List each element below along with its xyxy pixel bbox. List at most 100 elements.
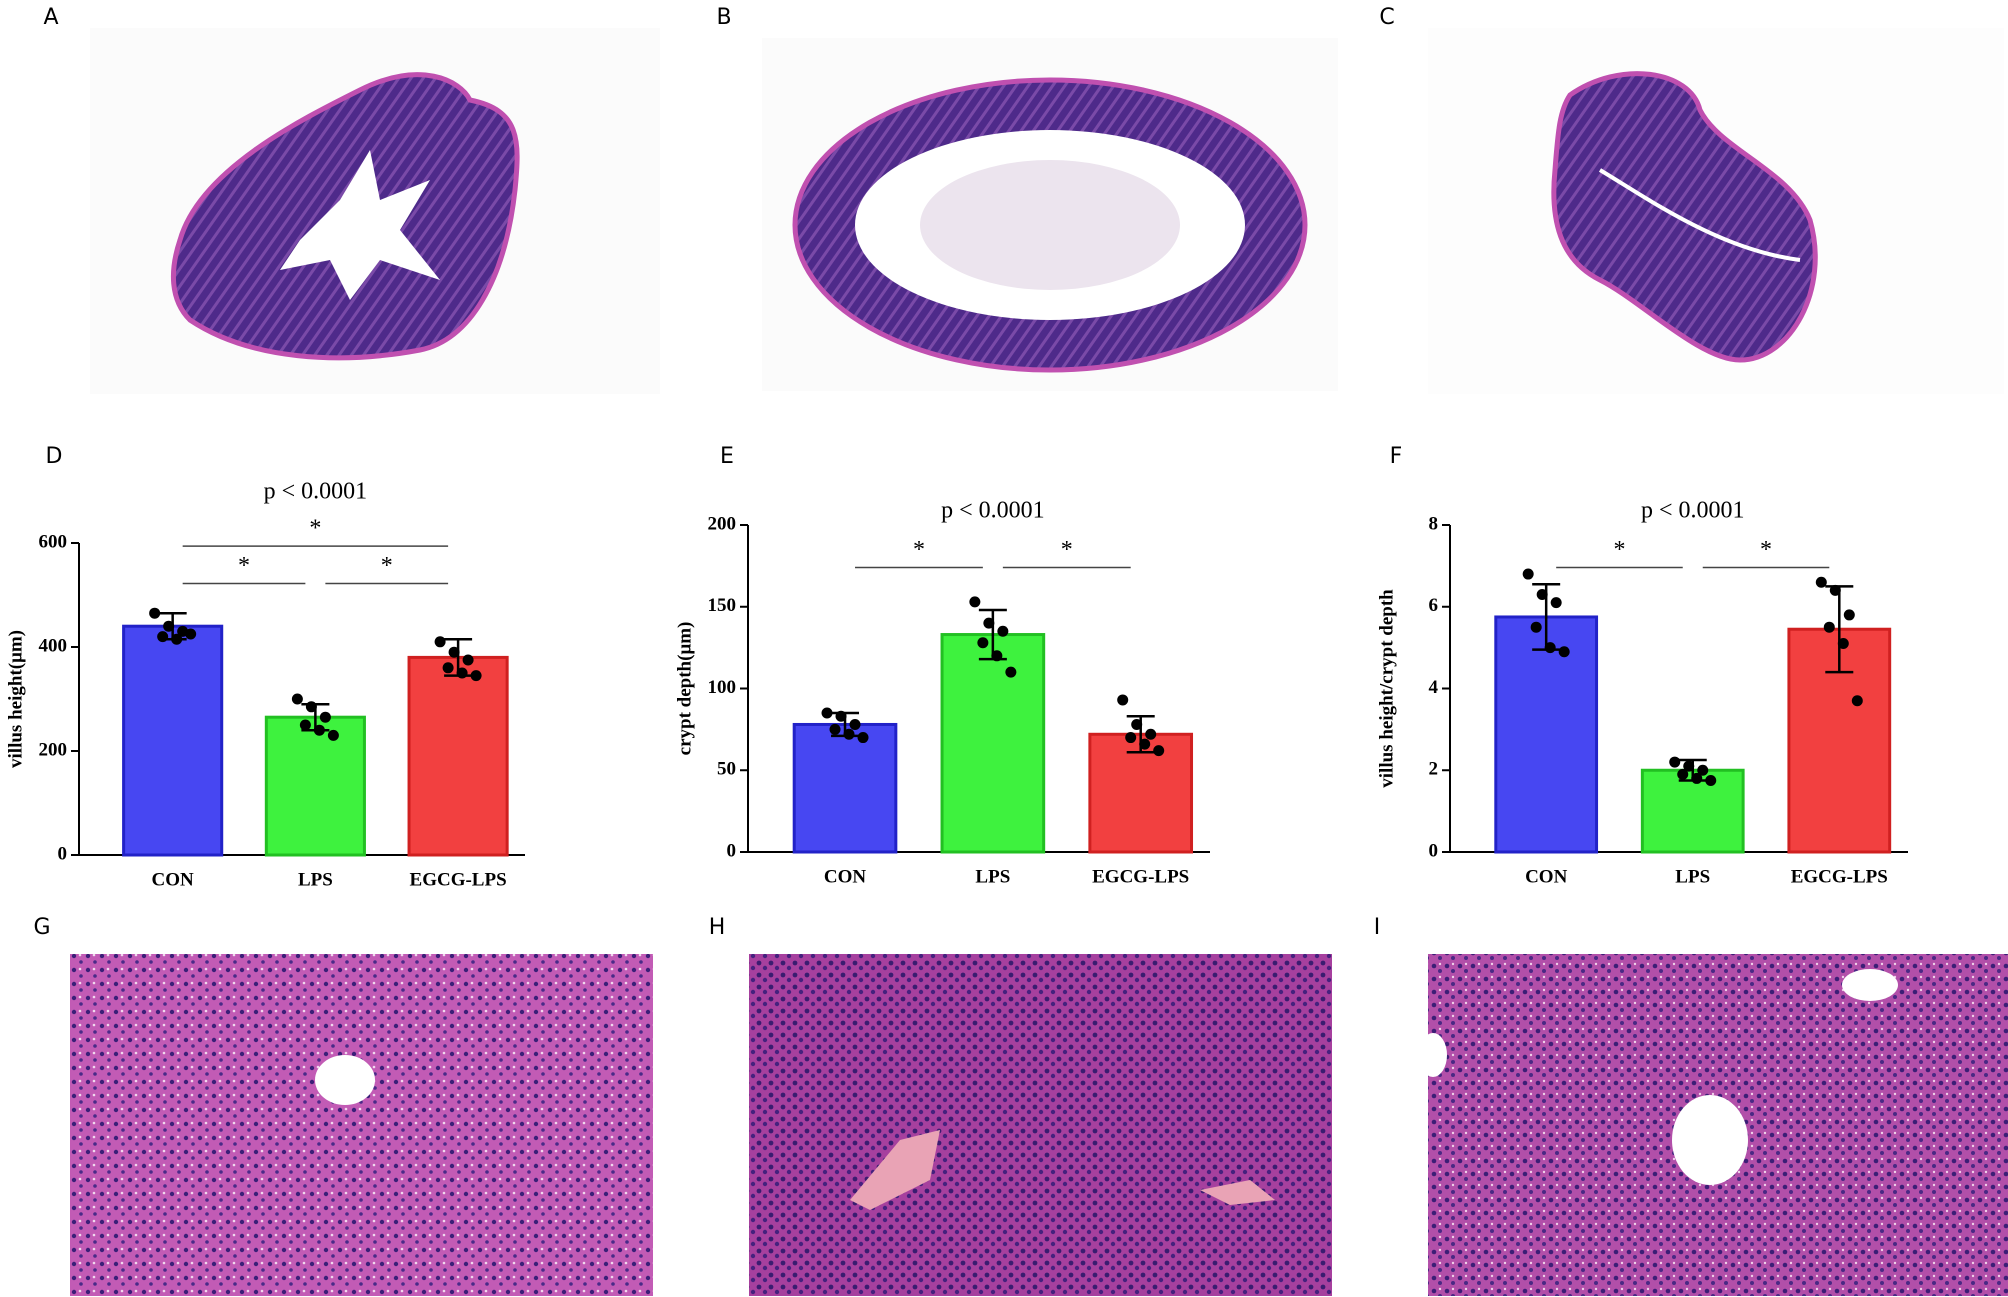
- x-tick-label: LPS: [1675, 866, 1710, 887]
- vessel-h: [850, 1130, 940, 1210]
- data-point: [313, 724, 325, 736]
- data-point: [163, 620, 175, 632]
- data-point: [185, 628, 197, 640]
- y-tick-label: 8: [1429, 513, 1439, 534]
- significance-label: *: [1613, 537, 1625, 563]
- data-point: [1550, 597, 1562, 609]
- lumen-content-b: [920, 160, 1180, 290]
- bar: [792, 722, 898, 854]
- significance-label: *: [913, 537, 925, 563]
- data-point: [1558, 646, 1570, 658]
- panel-label: A: [43, 5, 58, 30]
- x-tick-label: EGCG-LPS: [1791, 866, 1888, 887]
- bar: [940, 633, 1046, 854]
- y-tick-label: 200: [39, 739, 68, 760]
- histology-images: [70, 28, 2008, 1296]
- x-tick-label: LPS: [298, 869, 333, 890]
- bar: [407, 655, 509, 857]
- data-point: [1669, 756, 1681, 768]
- image-g: [70, 954, 653, 1296]
- bar: [1494, 615, 1599, 854]
- x-tick-label: LPS: [975, 866, 1010, 887]
- bar: [1640, 768, 1745, 854]
- data-point: [969, 596, 981, 608]
- data-point: [1843, 609, 1855, 621]
- data-point: [1705, 774, 1717, 786]
- y-tick-label: 0: [58, 843, 68, 864]
- data-point: [983, 617, 995, 629]
- vessel-i2: [1842, 969, 1898, 1001]
- data-point: [1153, 745, 1165, 757]
- lumen-c: [1598, 168, 1801, 262]
- significance-label: *: [1061, 537, 1073, 563]
- vessel-i3: [1419, 1033, 1447, 1077]
- data-point: [997, 625, 1009, 637]
- bar: [264, 715, 366, 857]
- data-point: [1125, 732, 1137, 744]
- p-value: p < 0.0001: [941, 497, 1045, 523]
- y-tick-label: 0: [1429, 840, 1439, 861]
- data-point: [1522, 568, 1534, 580]
- y-tick-label: 4: [1429, 677, 1439, 698]
- panel-label: H: [709, 915, 726, 940]
- data-point: [305, 701, 317, 713]
- data-point: [470, 670, 482, 682]
- data-point: [1677, 768, 1689, 780]
- x-tick-label: CON: [152, 869, 195, 890]
- data-point: [1544, 642, 1556, 654]
- data-point: [327, 729, 339, 741]
- data-point: [1530, 621, 1542, 633]
- data-point: [1829, 584, 1841, 596]
- data-point: [843, 728, 855, 740]
- panel-label: B: [716, 5, 731, 30]
- significance-label: *: [309, 516, 321, 542]
- panel-label: G: [33, 915, 50, 940]
- data-point: [1851, 695, 1863, 707]
- data-point: [977, 637, 989, 649]
- data-point: [1837, 638, 1849, 650]
- panel-label: D: [46, 444, 63, 469]
- data-point: [1005, 666, 1017, 678]
- y-axis-label: villus height/crypt depth: [1376, 589, 1397, 788]
- data-point: [835, 710, 847, 722]
- data-point: [434, 636, 446, 648]
- data-point: [1536, 588, 1548, 600]
- data-point: [821, 707, 833, 719]
- y-tick-label: 6: [1429, 595, 1439, 616]
- data-point: [442, 662, 454, 674]
- data-point: [1683, 760, 1695, 772]
- data-point: [1691, 772, 1703, 784]
- data-point: [319, 711, 331, 723]
- data-point: [1117, 694, 1129, 706]
- p-value: p < 0.0001: [1641, 497, 1745, 523]
- data-point: [1815, 576, 1827, 588]
- data-point: [991, 650, 1003, 662]
- y-tick-label: 200: [708, 513, 737, 534]
- panel-label: C: [1379, 5, 1394, 30]
- data-point: [462, 654, 474, 666]
- x-tick-label: EGCG-LPS: [410, 869, 507, 890]
- y-axis-label: crypt depth(μm): [674, 622, 695, 756]
- panel-label: E: [720, 444, 734, 469]
- p-value: p < 0.0001: [264, 479, 368, 505]
- vessel-h2: [1200, 1180, 1275, 1205]
- bar: [1088, 732, 1194, 854]
- data-point: [171, 633, 183, 645]
- y-axis-label: villus height(μm): [5, 630, 26, 768]
- bar: [122, 624, 224, 857]
- y-tick-label: 150: [708, 595, 737, 616]
- data-point: [1697, 764, 1709, 776]
- y-tick-label: 600: [39, 531, 68, 552]
- lumen-a: [280, 150, 440, 300]
- y-tick-label: 100: [708, 677, 737, 698]
- vessel-g: [315, 1055, 375, 1105]
- x-tick-label: CON: [824, 866, 867, 887]
- data-point: [829, 723, 841, 735]
- significance-label: *: [1760, 537, 1772, 563]
- x-tick-label: EGCG-LPS: [1092, 866, 1189, 887]
- significance-label: *: [238, 553, 250, 579]
- data-point: [1145, 728, 1157, 740]
- x-tick-label: CON: [1525, 866, 1568, 887]
- vessel-i: [1672, 1095, 1748, 1185]
